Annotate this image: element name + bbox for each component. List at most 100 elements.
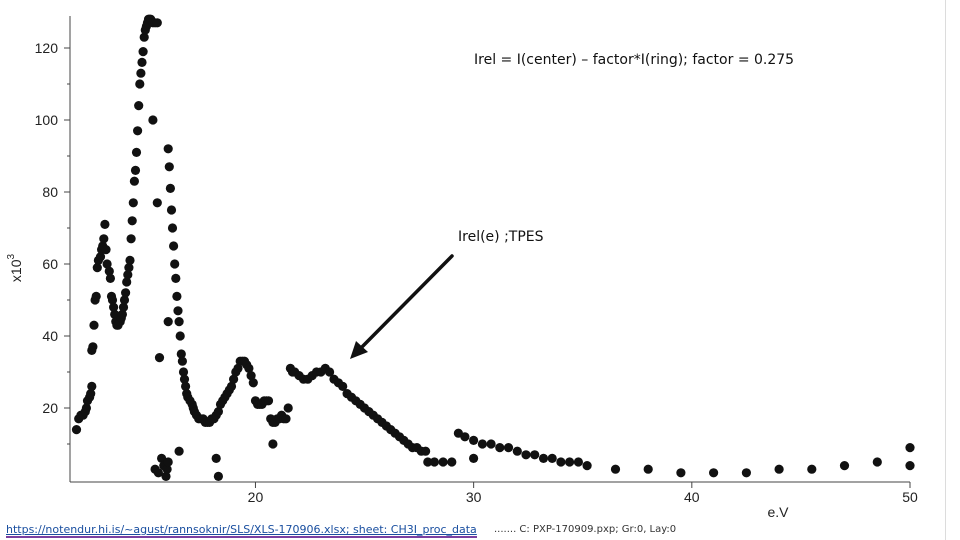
y-tick-label: 40 — [42, 328, 58, 344]
data-point — [486, 439, 496, 449]
data-point — [521, 450, 531, 460]
data-point — [154, 353, 165, 363]
data-point — [173, 306, 183, 316]
x-tick-label: 30 — [466, 489, 482, 505]
slide-edge-rule — [945, 0, 946, 540]
chart-axes — [69, 16, 910, 483]
y-tick-label: 60 — [42, 256, 58, 272]
data-point — [135, 79, 145, 89]
data-point — [88, 342, 98, 352]
data-point — [774, 464, 784, 474]
data-point — [86, 389, 96, 399]
data-point — [447, 457, 457, 467]
source-note: ....... C: PXP-170909.pxp; Gr:0, Lay:0 — [494, 524, 677, 535]
data-point — [547, 453, 557, 463]
chart-points — [71, 14, 915, 481]
data-point — [174, 317, 184, 327]
data-point — [139, 32, 149, 42]
data-point — [281, 414, 291, 424]
data-point — [741, 468, 752, 478]
data-point — [538, 453, 549, 463]
data-point — [109, 302, 119, 312]
y-tick-label: 100 — [35, 112, 59, 128]
data-point — [137, 57, 147, 67]
data-point — [126, 234, 136, 244]
data-point — [170, 259, 180, 269]
data-point — [121, 288, 131, 298]
data-point — [163, 317, 173, 327]
data-point — [171, 273, 181, 283]
data-point — [162, 464, 172, 474]
data-point — [268, 439, 278, 449]
x-axis-label: e.V — [767, 504, 789, 520]
data-point — [213, 407, 223, 417]
data-point — [100, 219, 110, 229]
data-point — [610, 464, 621, 474]
data-point — [169, 241, 179, 251]
x-tick-label: 50 — [902, 489, 918, 505]
data-point — [89, 320, 99, 330]
data-point — [905, 443, 915, 453]
data-point — [643, 464, 653, 474]
data-point — [118, 302, 129, 312]
data-point — [167, 223, 178, 233]
data-point — [429, 457, 439, 467]
data-point — [107, 295, 118, 305]
data-point — [438, 457, 448, 467]
data-point — [839, 461, 850, 471]
data-point — [128, 198, 138, 208]
data-point — [104, 266, 114, 276]
data-point — [102, 259, 112, 269]
data-point — [229, 374, 239, 384]
data-point — [469, 453, 479, 463]
chart-annotations: Irel = I(center) – factor*I(ring); facto… — [350, 52, 794, 359]
data-point — [676, 468, 686, 478]
data-point — [421, 446, 431, 456]
data-point — [213, 471, 223, 481]
data-point — [246, 371, 256, 381]
data-point — [166, 205, 177, 215]
data-point — [117, 309, 127, 319]
data-point — [460, 432, 470, 442]
data-point — [503, 443, 514, 453]
annotation-arrow-shaft — [356, 254, 454, 353]
x-tick-label: 20 — [248, 489, 264, 505]
data-point — [136, 68, 146, 78]
data-point — [127, 216, 137, 226]
data-point — [105, 273, 115, 283]
data-point — [872, 457, 882, 467]
data-point — [565, 457, 575, 467]
chart-ticks: 20 40 60 80 100 120 20 30 40 50 x103 e.V — [6, 40, 918, 520]
data-point — [423, 457, 433, 467]
data-point — [101, 245, 111, 255]
data-point — [556, 457, 566, 467]
data-point — [177, 356, 187, 366]
source-link[interactable]: https://notendur.hi.is/~agust/rannsoknir… — [6, 523, 477, 538]
data-point — [138, 47, 148, 57]
data-point — [226, 381, 237, 391]
data-point — [244, 363, 254, 373]
formula-annotation: Irel = I(center) – factor*I(ring); facto… — [474, 52, 794, 68]
data-point — [161, 471, 171, 481]
y-tick-label: 120 — [35, 40, 59, 56]
data-point — [91, 291, 101, 301]
data-point — [123, 270, 133, 280]
data-point — [130, 165, 141, 175]
data-point — [573, 457, 584, 467]
data-point — [164, 162, 174, 172]
data-point — [495, 443, 505, 453]
data-point — [807, 464, 817, 474]
data-point — [172, 291, 182, 301]
annotation-arrow-head — [350, 341, 368, 359]
data-point — [263, 396, 274, 406]
data-point — [469, 435, 479, 445]
data-point — [181, 381, 191, 391]
data-point — [133, 126, 143, 136]
data-point — [582, 461, 592, 471]
data-point — [87, 381, 97, 391]
data-point — [124, 263, 134, 273]
data-point — [148, 115, 158, 125]
data-point — [283, 403, 293, 413]
data-point — [477, 439, 487, 449]
